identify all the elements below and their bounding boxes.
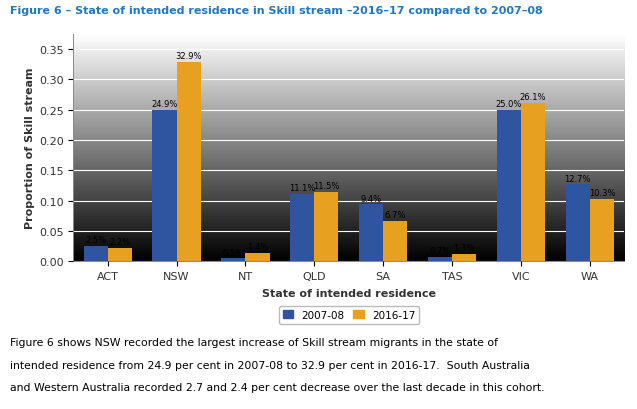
Bar — [245, 253, 269, 262]
Bar — [176, 63, 201, 262]
Text: Figure 6 – State of intended residence in Skill stream –2016–17 compared to 2007: Figure 6 – State of intended residence i… — [10, 6, 542, 16]
Text: intended residence from 24.9 per cent in 2007-08 to 32.9 per cent in 2016-17.  S: intended residence from 24.9 per cent in… — [10, 360, 529, 370]
Text: 1.4%: 1.4% — [247, 243, 268, 252]
Bar — [359, 205, 383, 262]
Bar — [428, 258, 452, 262]
Text: 10.3%: 10.3% — [589, 189, 615, 198]
Text: 2.2%: 2.2% — [109, 238, 131, 247]
Text: 24.9%: 24.9% — [152, 100, 178, 109]
Text: 0.5%: 0.5% — [223, 248, 244, 257]
Text: State of intended residence: State of intended residence — [262, 288, 436, 298]
Text: Figure 6 shows NSW recorded the largest increase of Skill stream migrants in the: Figure 6 shows NSW recorded the largest … — [10, 337, 497, 347]
Text: 1.3%: 1.3% — [454, 243, 475, 252]
Bar — [314, 192, 338, 262]
Bar — [497, 110, 521, 262]
Text: 32.9%: 32.9% — [175, 52, 202, 61]
Bar — [452, 254, 476, 262]
Bar — [521, 104, 545, 262]
Bar — [108, 248, 132, 262]
Text: 26.1%: 26.1% — [520, 93, 547, 102]
Text: 25.0%: 25.0% — [496, 100, 522, 109]
Text: 0.7%: 0.7% — [429, 247, 450, 256]
Bar — [152, 111, 176, 262]
Y-axis label: Proportion of Skill stream: Proportion of Skill stream — [25, 68, 34, 229]
Text: 9.4%: 9.4% — [361, 194, 382, 203]
Text: 11.1%: 11.1% — [289, 184, 315, 193]
Bar — [383, 221, 407, 262]
Text: and Western Australia recorded 2.7 and 2.4 per cent decrease over the last decad: and Western Australia recorded 2.7 and 2… — [10, 382, 544, 392]
Text: 2.5%: 2.5% — [85, 236, 106, 245]
Bar — [290, 195, 314, 262]
Bar — [83, 247, 108, 262]
Bar — [566, 185, 590, 262]
Text: 11.5%: 11.5% — [313, 181, 340, 190]
Legend: 2007-08, 2016-17: 2007-08, 2016-17 — [279, 306, 419, 324]
Bar — [590, 200, 614, 262]
Bar — [221, 259, 245, 262]
Text: 6.7%: 6.7% — [385, 210, 406, 219]
Text: 12.7%: 12.7% — [564, 174, 591, 183]
